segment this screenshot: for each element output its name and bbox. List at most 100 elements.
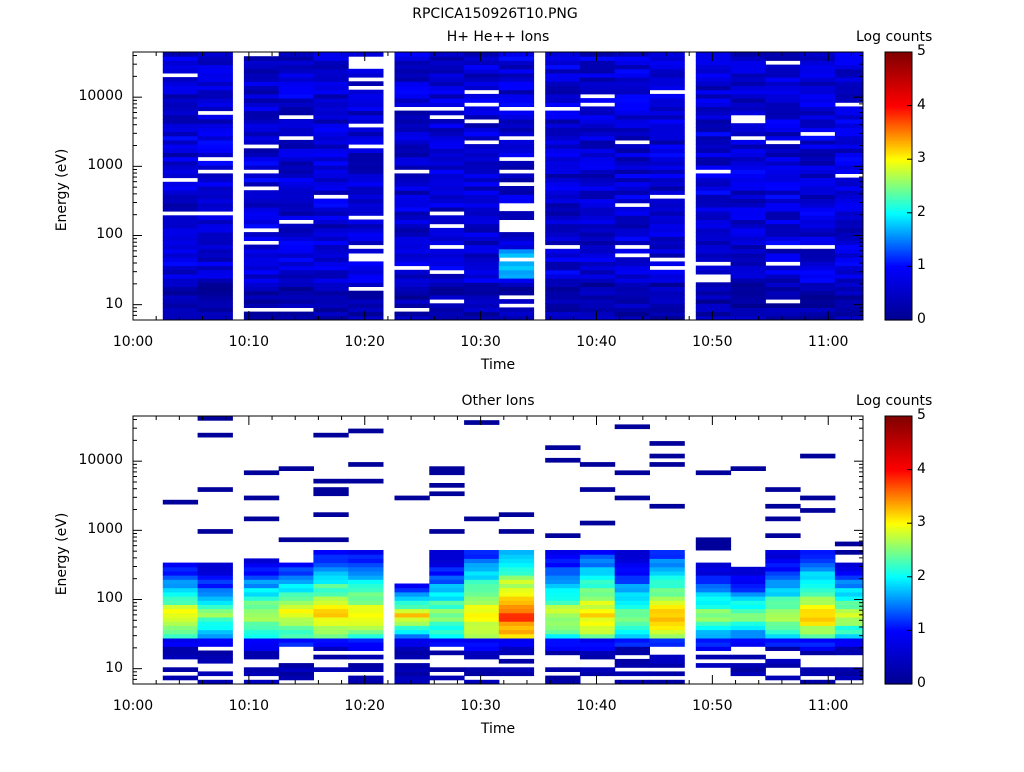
colorbar-segment: [885, 186, 912, 189]
heatmap-cell: [730, 232, 766, 237]
heatmap-cell: [197, 144, 233, 149]
heatmap-cell: [313, 487, 349, 492]
heatmap-cell: [278, 667, 314, 672]
heatmap-cell: [695, 265, 732, 271]
heatmap-cell: [545, 261, 581, 267]
heatmap-cell: [348, 127, 384, 133]
heatmap-cell: [765, 198, 801, 204]
heatmap-cell: [800, 248, 836, 254]
heatmap-cell: [765, 89, 801, 95]
colorbar-segment: [885, 536, 912, 540]
heatmap-cell: [243, 102, 280, 107]
heatmap-cell: [243, 294, 280, 300]
colorbar-segment: [885, 159, 912, 163]
colorbar-segment: [885, 565, 912, 569]
heatmap-cell: [834, 600, 864, 605]
heatmap-cell: [649, 60, 685, 66]
heatmap-cell: [464, 596, 500, 601]
heatmap-cell: [730, 223, 766, 229]
heatmap-cell: [243, 194, 280, 200]
heatmap-cell: [394, 198, 430, 204]
y-tick-label: 100: [96, 226, 123, 243]
heatmap-cell: [197, 432, 233, 438]
heatmap-cell: [498, 671, 535, 677]
colorbar-segment: [885, 460, 912, 464]
heatmap-cell: [243, 608, 280, 614]
colorbar-segment: [885, 228, 912, 232]
heatmap-cell: [614, 679, 650, 685]
heatmap-cell: [614, 600, 650, 605]
heatmap-cell: [313, 537, 349, 543]
x-tick-label: 10:00: [112, 698, 154, 714]
colorbar-segment: [885, 275, 912, 279]
heatmap-cell: [498, 160, 535, 166]
heatmap-cell: [765, 608, 801, 614]
heatmap-cell: [800, 612, 836, 618]
heatmap-cell: [197, 127, 233, 133]
heatmap-cell: [545, 152, 581, 158]
heatmap-cell: [278, 663, 314, 668]
heatmap-cell: [834, 646, 864, 651]
heatmap-cell: [695, 244, 732, 250]
colorbar-segment: [885, 625, 912, 629]
heatmap-cell: [313, 232, 349, 237]
heatmap-cell: [834, 637, 864, 643]
heatmap-cell: [313, 617, 349, 622]
heatmap-cell: [197, 56, 233, 61]
heatmap-cell: [730, 596, 766, 601]
heatmap-cell: [834, 227, 864, 233]
heatmap-cell: [649, 236, 685, 241]
heatmap-cell: [800, 85, 836, 91]
heatmap-cell: [197, 290, 233, 296]
colorbar-segment: [885, 74, 912, 78]
heatmap-cell: [545, 596, 581, 601]
colorbar-segment: [885, 605, 912, 609]
heatmap-cell: [197, 173, 233, 179]
heatmap-cell: [614, 64, 650, 70]
heatmap-cell: [348, 89, 384, 95]
heatmap-cell: [730, 265, 766, 271]
heatmap-cell: [695, 211, 732, 216]
heatmap-cell: [695, 617, 732, 622]
heatmap-cell: [649, 177, 685, 183]
heatmap-cell: [278, 240, 314, 246]
heatmap-cell: [695, 56, 732, 61]
heatmap-cell: [579, 633, 616, 639]
heatmap-cell: [765, 311, 801, 317]
heatmap-cell: [579, 671, 616, 677]
heatmap-cell: [649, 282, 685, 287]
heatmap-cell: [313, 278, 349, 283]
heatmap-cell: [162, 131, 199, 137]
heatmap-cell: [348, 152, 384, 158]
colorbar-segment: [885, 248, 912, 252]
heatmap-cell: [695, 93, 732, 99]
heatmap-cell: [498, 608, 535, 614]
heatmap-cell: [162, 282, 199, 287]
heatmap-cell: [313, 106, 349, 112]
heatmap-cell: [278, 152, 314, 158]
heatmap-cell: [394, 77, 430, 82]
figure-title: RPCICA150926T10.PNG: [412, 6, 578, 22]
heatmap-cell: [834, 570, 864, 576]
colorbar-segment: [885, 663, 912, 667]
heatmap-cell: [498, 604, 535, 610]
heatmap-cell: [313, 131, 349, 137]
heatmap-cell: [278, 286, 314, 292]
colorbar-segment: [885, 500, 912, 504]
heatmap-cell: [649, 139, 685, 145]
heatmap-cell: [162, 160, 199, 166]
heatmap-cell: [800, 629, 836, 635]
heatmap-cell: [348, 248, 384, 254]
heatmap-cell: [313, 173, 349, 179]
heatmap-cell: [579, 81, 616, 86]
heatmap-cell: [429, 558, 465, 564]
heatmap-cell: [313, 290, 349, 296]
colorbar-segment: [885, 105, 912, 109]
heatmap-cell: [800, 98, 836, 103]
heatmap-cell: [197, 282, 233, 287]
heatmap-cell: [649, 56, 685, 61]
heatmap-cell: [313, 110, 349, 116]
heatmap-cell: [348, 654, 384, 660]
heatmap-cell: [695, 545, 732, 551]
heatmap-cell: [834, 114, 864, 120]
